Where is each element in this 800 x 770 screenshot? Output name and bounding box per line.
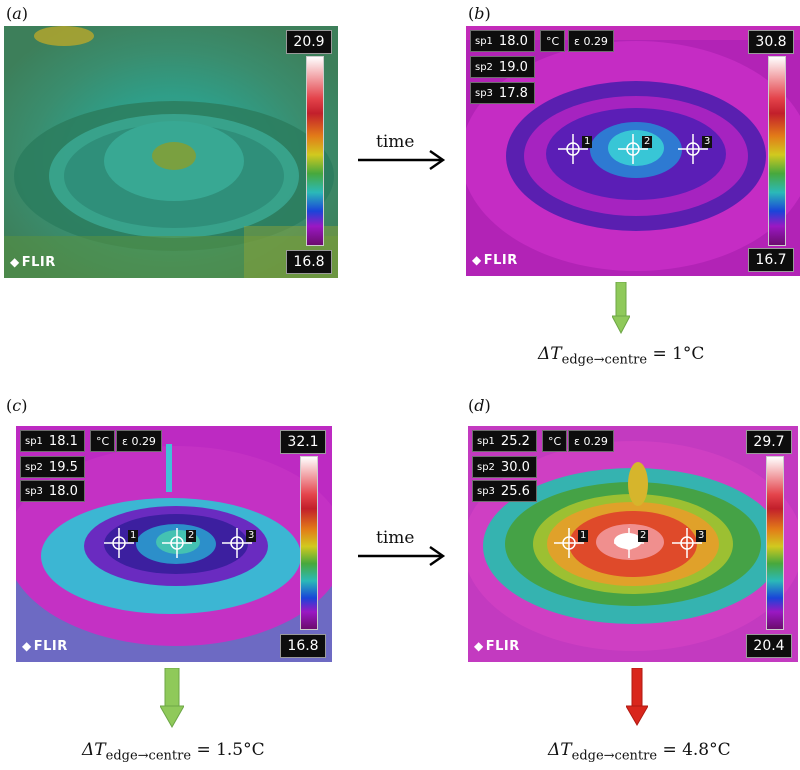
unit-badge-d: °C xyxy=(542,430,568,452)
thermal-field-a xyxy=(4,26,338,278)
unit-badge-c: °C xyxy=(90,430,116,452)
thermal-image-b: sp1 18.0 °C ε 0.29 sp2 19.0 sp3 17.8 1 2 3 … xyxy=(466,26,800,276)
crosshair-3-icon xyxy=(222,528,252,558)
scale-min-d: 20.4 xyxy=(746,634,792,658)
flir-logo-c: ◆ FLIR xyxy=(22,639,68,654)
time-label-top: time xyxy=(376,132,415,152)
thermal-field-d xyxy=(468,426,798,662)
flir-mark-icon: ◆ xyxy=(472,253,482,267)
spot-readout-sp3-d: sp3 25.6 xyxy=(472,480,537,502)
crosshair-2-icon xyxy=(618,134,648,164)
spot-readout-sp1-c: sp1 18.1 xyxy=(20,430,85,452)
flir-mark-icon: ◆ xyxy=(474,639,484,653)
scale-min-c: 16.8 xyxy=(280,634,326,658)
colorbar-d xyxy=(766,456,784,630)
flir-logo-a: ◆ FLIR xyxy=(10,255,56,270)
panel-label-c: (c) xyxy=(6,396,28,415)
crosshair-number-2: 2 xyxy=(642,136,653,148)
crosshair-number-3: 3 xyxy=(702,136,713,148)
down-arrow-b-icon xyxy=(612,282,630,334)
colorbar-c xyxy=(300,456,318,630)
thermal-image-d: sp1 25.2 °C ε 0.29 sp2 30.0 sp3 25.6 1 2 3 … xyxy=(468,426,798,662)
scale-min-b: 16.7 xyxy=(748,248,794,272)
time-arrow-top-icon xyxy=(358,150,446,170)
crosshair-1-icon xyxy=(554,528,584,558)
delta-t-d: ΔTedge→centre = 4.8°C xyxy=(548,740,731,764)
unit-badge-b: °C xyxy=(540,30,566,52)
thermal-image-a: 20.9 16.8 ◆ FLIR xyxy=(4,26,338,278)
emissivity-badge-c: ε 0.29 xyxy=(116,430,162,452)
emissivity-badge-b: ε 0.29 xyxy=(568,30,614,52)
spot-readout-sp1-d: sp1 25.2 xyxy=(472,430,537,452)
down-arrow-d-icon xyxy=(626,668,648,726)
time-arrow-bottom-icon xyxy=(358,546,446,566)
crosshair-number-3: 3 xyxy=(246,530,257,542)
emissivity-badge-d: ε 0.29 xyxy=(568,430,614,452)
spot-readout-sp2-d: sp2 30.0 xyxy=(472,456,537,478)
delta-t-c: ΔTedge→centre = 1.5°C xyxy=(82,740,265,764)
flir-mark-icon: ◆ xyxy=(22,639,32,653)
delta-t-b: ΔTedge→centre = 1°C xyxy=(538,344,705,368)
scale-min-a: 16.8 xyxy=(286,250,332,274)
scale-max-c: 32.1 xyxy=(280,430,326,454)
crosshair-number-3: 3 xyxy=(696,530,707,542)
flir-mark-icon: ◆ xyxy=(10,255,20,269)
flir-logo-d: ◆ FLIR xyxy=(474,639,520,654)
scale-max-d: 29.7 xyxy=(746,430,792,454)
crosshair-1-icon xyxy=(558,134,588,164)
thermal-field-c xyxy=(16,426,332,662)
crosshair-3-icon xyxy=(672,528,702,558)
crosshair-3-icon xyxy=(678,134,708,164)
spot-readout-sp3-c: sp3 18.0 xyxy=(20,480,85,502)
crosshair-2-icon xyxy=(162,528,192,558)
scale-max-a: 20.9 xyxy=(286,30,332,54)
colorbar-a xyxy=(306,56,324,246)
spot-readout-sp3-b: sp3 17.8 xyxy=(470,82,535,104)
time-label-bottom: time xyxy=(376,528,415,548)
thermal-image-c: sp1 18.1 °C ε 0.29 sp2 19.5 sp3 18.0 1 2 3 … xyxy=(16,426,332,662)
thermal-field-b xyxy=(466,26,800,276)
panel-label-d: (d) xyxy=(468,396,491,415)
spot-readout-sp2-c: sp2 19.5 xyxy=(20,456,85,478)
panel-label-a: (a) xyxy=(6,4,29,23)
scale-max-b: 30.8 xyxy=(748,30,794,54)
crosshair-number-2: 2 xyxy=(638,530,649,542)
panel-label-b: (b) xyxy=(468,4,491,23)
crosshair-number-1: 1 xyxy=(128,530,139,542)
crosshair-number-2: 2 xyxy=(186,530,197,542)
crosshair-2-icon xyxy=(614,528,644,558)
spot-readout-sp1-b: sp1 18.0 xyxy=(470,30,535,52)
down-arrow-c-icon xyxy=(160,668,184,728)
flir-logo-b: ◆ FLIR xyxy=(472,253,518,268)
crosshair-1-icon xyxy=(104,528,134,558)
spot-readout-sp2-b: sp2 19.0 xyxy=(470,56,535,78)
crosshair-number-1: 1 xyxy=(582,136,593,148)
colorbar-b xyxy=(768,56,786,246)
crosshair-number-1: 1 xyxy=(578,530,589,542)
